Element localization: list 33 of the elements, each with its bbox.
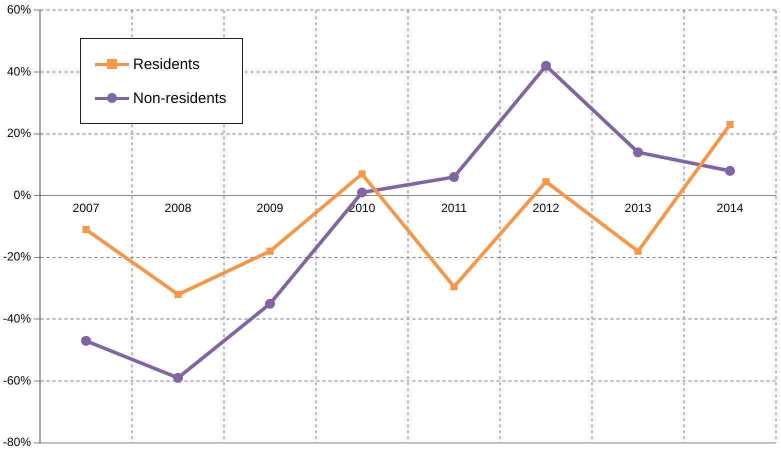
y-tick-label: -60% (3, 373, 32, 388)
point (725, 166, 735, 176)
point (633, 147, 644, 158)
x-tick-label: 2007 (72, 201, 100, 216)
legend-label: Non-residents (133, 90, 226, 106)
x-tick-label: 2012 (532, 201, 560, 216)
point (449, 172, 460, 182)
legend-label: Residents (133, 56, 200, 72)
x-tick-label: 2014 (716, 201, 744, 216)
y-tick-label: 40% (6, 64, 32, 78)
point (82, 226, 90, 234)
point (357, 188, 368, 198)
point (358, 170, 366, 178)
point (634, 248, 642, 255)
point (450, 283, 458, 290)
point (173, 372, 184, 383)
point (542, 178, 550, 186)
point (541, 60, 552, 71)
y-tick-label: 0% (14, 188, 32, 202)
point (265, 298, 276, 309)
point (266, 248, 274, 255)
y-tick-label: -40% (3, 312, 32, 326)
x-tick-label: 2013 (624, 201, 652, 216)
y-tick-label: 60% (6, 2, 32, 17)
x-tick-label: 2009 (256, 201, 284, 216)
x-tick-label: 2008 (164, 201, 192, 216)
y-tick-label: -20% (3, 250, 32, 264)
point (174, 290, 182, 298)
point (726, 120, 734, 128)
point (81, 336, 92, 346)
x-tick-label: 2011 (441, 201, 468, 216)
y-tick-label: -80% (3, 435, 32, 450)
y-tick-label: 20% (6, 126, 32, 140)
